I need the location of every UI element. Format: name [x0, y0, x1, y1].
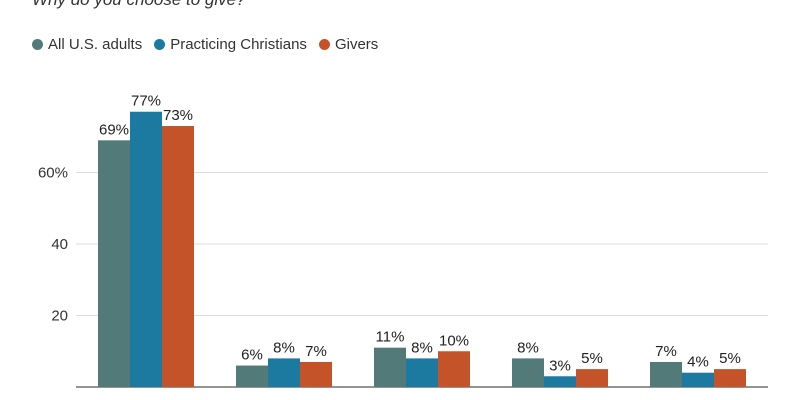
y-tick-label: 60%: [38, 165, 68, 182]
data-label: 5%: [719, 350, 741, 367]
data-label: 69%: [99, 121, 129, 138]
data-label: 3%: [549, 357, 571, 374]
bar: [650, 362, 682, 387]
bar: [406, 358, 438, 387]
bar: [162, 126, 194, 387]
data-label: 77%: [131, 93, 161, 110]
bar: [268, 358, 300, 387]
y-tick-label: 20: [51, 308, 68, 325]
data-label: 8%: [411, 339, 433, 356]
data-label: 5%: [581, 350, 603, 367]
bar: [130, 112, 162, 387]
data-label: 8%: [273, 339, 295, 356]
bar: [236, 366, 268, 387]
data-label: 8%: [517, 339, 539, 356]
bar: [512, 358, 544, 387]
data-label: 7%: [655, 343, 677, 360]
bar: [576, 369, 608, 387]
data-label: 6%: [241, 347, 263, 364]
bar: [374, 348, 406, 387]
bar: [98, 140, 130, 387]
bar: [438, 351, 470, 387]
bar: [544, 376, 576, 387]
data-label: 10%: [439, 332, 469, 349]
bar: [682, 373, 714, 387]
data-label: 73%: [163, 107, 193, 124]
data-labels: 69%77%73% 6% 8% 7% 11% 8% 10% 8% 3% 5% 7% 4% 5%: [99, 93, 741, 375]
data-label: 7%: [305, 343, 327, 360]
y-tick-label: 40: [51, 236, 68, 253]
data-label: 11%: [376, 329, 405, 346]
bar: [300, 362, 332, 387]
bar: [714, 369, 746, 387]
data-label: 4%: [687, 354, 709, 371]
